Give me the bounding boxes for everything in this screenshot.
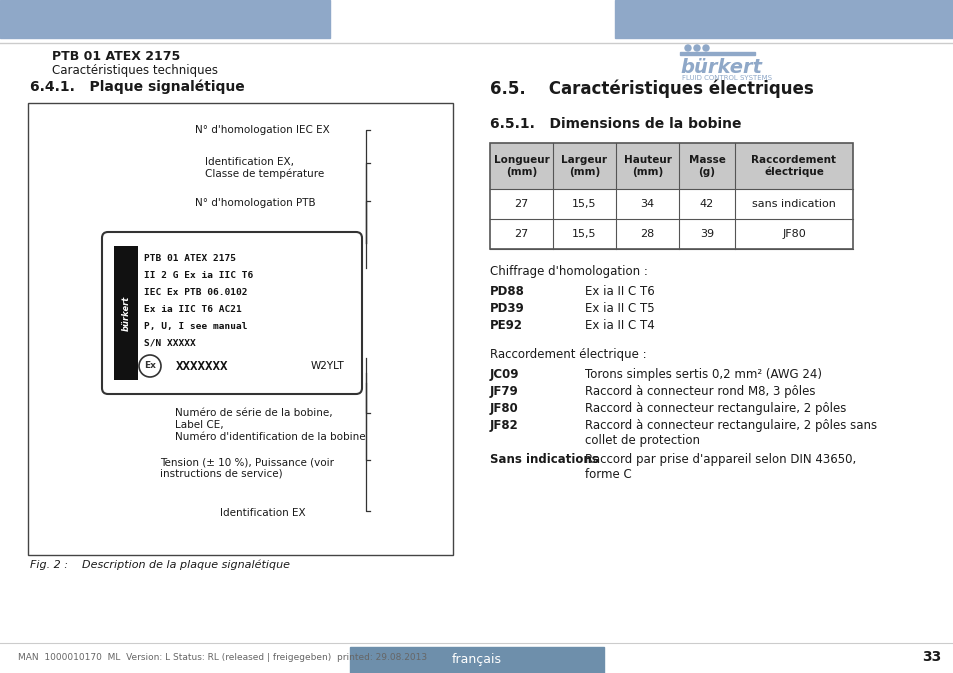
Circle shape bbox=[684, 45, 690, 51]
Text: Raccord à connecteur rectangulaire, 2 pôles: Raccord à connecteur rectangulaire, 2 pô… bbox=[584, 402, 845, 415]
Text: Ex ia IIC T6 AC21: Ex ia IIC T6 AC21 bbox=[144, 305, 241, 314]
Text: Raccord par prise d'appareil selon DIN 43650,
forme C: Raccord par prise d'appareil selon DIN 4… bbox=[584, 453, 856, 481]
Text: 15,5: 15,5 bbox=[572, 229, 597, 239]
Text: 33: 33 bbox=[922, 650, 941, 664]
Text: Raccord à connecteur rectangulaire, 2 pôles sans
collet de protection: Raccord à connecteur rectangulaire, 2 pô… bbox=[584, 419, 876, 447]
Text: sans indication: sans indication bbox=[751, 199, 835, 209]
Bar bbox=[490, 143, 852, 189]
Bar bbox=[113, 246, 138, 380]
Text: Fig. 2 :    Description de la plaque signalétique: Fig. 2 : Description de la plaque signal… bbox=[30, 560, 290, 571]
Text: 15,5: 15,5 bbox=[572, 199, 597, 209]
Text: N° d'homologation PTB: N° d'homologation PTB bbox=[194, 198, 315, 208]
Text: 6.5.    Caractéristiques électriques: 6.5. Caractéristiques électriques bbox=[490, 80, 813, 98]
Text: Caractéristiques techniques: Caractéristiques techniques bbox=[52, 64, 218, 77]
Text: 27: 27 bbox=[514, 229, 528, 239]
Text: JF82: JF82 bbox=[490, 419, 518, 432]
Text: 39: 39 bbox=[700, 229, 713, 239]
Text: 34: 34 bbox=[639, 199, 654, 209]
Text: Tension (± 10 %), Puissance (voir
instructions de service): Tension (± 10 %), Puissance (voir instru… bbox=[160, 457, 334, 479]
Text: Raccordement
électrique: Raccordement électrique bbox=[751, 155, 836, 177]
Circle shape bbox=[702, 45, 708, 51]
Text: 6.5.1.   Dimensions de la bobine: 6.5.1. Dimensions de la bobine bbox=[490, 117, 740, 131]
Text: Raccord à connecteur rond M8, 3 pôles: Raccord à connecteur rond M8, 3 pôles bbox=[584, 385, 815, 398]
Bar bbox=[350, 647, 603, 673]
Text: II 2 G Ex ia IIC T6: II 2 G Ex ia IIC T6 bbox=[144, 271, 253, 280]
Text: PD88: PD88 bbox=[490, 285, 524, 298]
Text: Identification EX,
Classe de température: Identification EX, Classe de température bbox=[205, 157, 324, 179]
Text: PE92: PE92 bbox=[490, 319, 522, 332]
Text: JF80: JF80 bbox=[490, 402, 518, 415]
Text: PTB 01 ATEX 2175: PTB 01 ATEX 2175 bbox=[144, 254, 235, 263]
Text: PTB 01 ATEX 2175: PTB 01 ATEX 2175 bbox=[52, 50, 180, 63]
Text: P, U, I see manual: P, U, I see manual bbox=[144, 322, 247, 331]
Text: N° d'homologation IEC EX: N° d'homologation IEC EX bbox=[194, 125, 330, 135]
Text: 6.4.1.   Plaque signalétique: 6.4.1. Plaque signalétique bbox=[30, 80, 245, 94]
Text: Numéro de série de la bobine,
Label CE,
Numéro d'identification de la bobine: Numéro de série de la bobine, Label CE, … bbox=[174, 409, 365, 441]
Text: JC09: JC09 bbox=[490, 368, 519, 381]
Text: Ex ia II C T6: Ex ia II C T6 bbox=[584, 285, 654, 298]
Text: S/N XXXXX: S/N XXXXX bbox=[144, 339, 195, 348]
Bar bbox=[615, 0, 953, 38]
Text: Torons simples sertis 0,2 mm² (AWG 24): Torons simples sertis 0,2 mm² (AWG 24) bbox=[584, 368, 821, 381]
Text: JF80: JF80 bbox=[781, 229, 805, 239]
Text: 42: 42 bbox=[700, 199, 714, 209]
Text: français: français bbox=[452, 653, 501, 666]
Text: IEC Ex PTB 06.0102: IEC Ex PTB 06.0102 bbox=[144, 288, 247, 297]
Text: FLUID CONTROL SYSTEMS: FLUID CONTROL SYSTEMS bbox=[681, 75, 771, 81]
Text: Longueur
(mm): Longueur (mm) bbox=[493, 155, 549, 177]
Text: Raccordement électrique :: Raccordement électrique : bbox=[490, 348, 646, 361]
Bar bbox=[0, 0, 330, 38]
Bar bbox=[679, 52, 754, 55]
Text: 27: 27 bbox=[514, 199, 528, 209]
Bar bbox=[490, 143, 852, 249]
Text: Identification EX: Identification EX bbox=[220, 508, 305, 518]
Text: Ex ia II C T5: Ex ia II C T5 bbox=[584, 302, 654, 315]
Text: Masse
(g): Masse (g) bbox=[688, 155, 724, 177]
Text: MAN  1000010170  ML  Version: L Status: RL (released | freigegeben)  printed: 29: MAN 1000010170 ML Version: L Status: RL … bbox=[18, 653, 427, 662]
Text: PD39: PD39 bbox=[490, 302, 524, 315]
Text: Hauteur
(mm): Hauteur (mm) bbox=[623, 155, 671, 177]
FancyBboxPatch shape bbox=[102, 232, 361, 394]
Text: Chiffrage d'homologation :: Chiffrage d'homologation : bbox=[490, 265, 647, 278]
Text: bürkert: bürkert bbox=[121, 295, 131, 330]
Text: JF79: JF79 bbox=[490, 385, 518, 398]
Bar bbox=[28, 103, 453, 555]
Text: W2YLT: W2YLT bbox=[310, 361, 344, 371]
Text: Sans indications: Sans indications bbox=[490, 453, 598, 466]
Text: 28: 28 bbox=[639, 229, 654, 239]
Circle shape bbox=[693, 45, 700, 51]
Text: Ex ia II C T4: Ex ia II C T4 bbox=[584, 319, 654, 332]
Text: Ex: Ex bbox=[144, 361, 155, 371]
Text: XXXXXXX: XXXXXXX bbox=[175, 359, 229, 372]
Text: Largeur
(mm): Largeur (mm) bbox=[561, 155, 607, 177]
Text: bürkert: bürkert bbox=[679, 58, 761, 77]
